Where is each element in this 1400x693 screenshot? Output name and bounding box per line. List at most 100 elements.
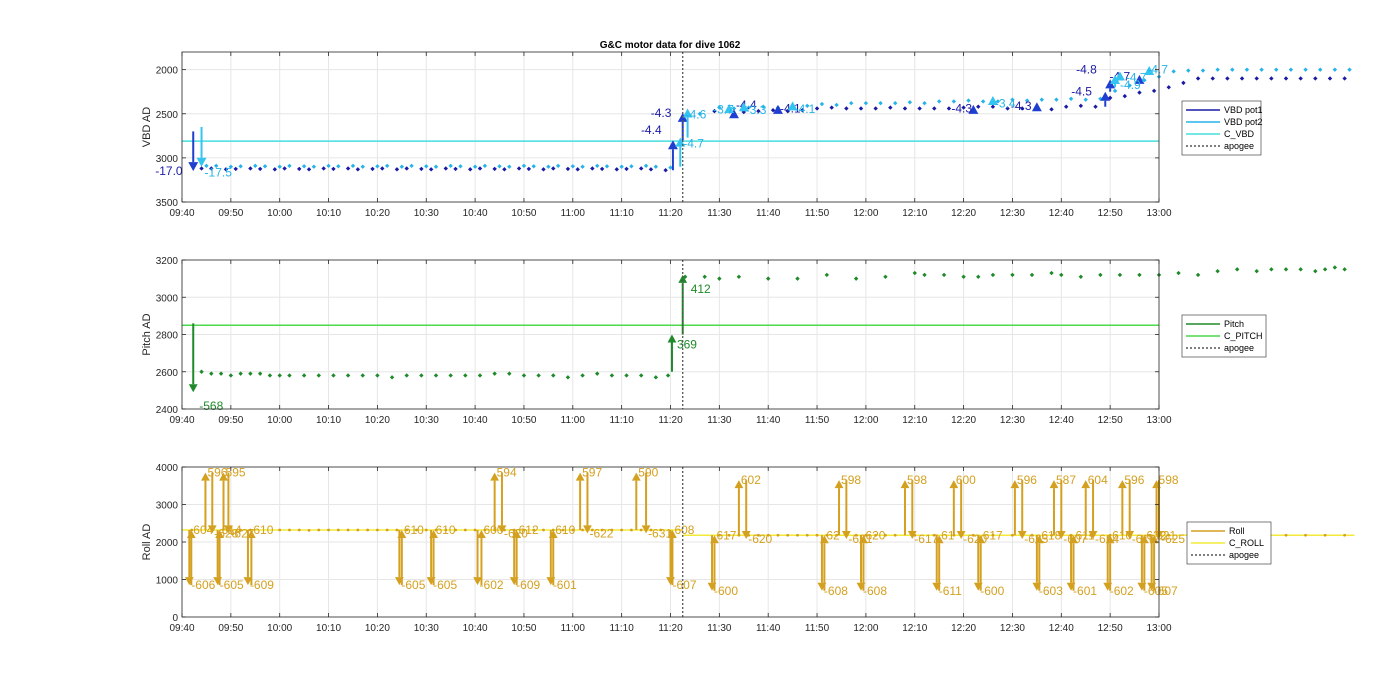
figure-title: G&C motor data for dive 1062 <box>600 40 741 51</box>
vbd-pot2-point <box>922 100 927 106</box>
x-tick-label: 11:30 <box>707 415 732 426</box>
vbd-pot1-point <box>541 167 546 172</box>
vbd-pot2-point <box>629 164 634 169</box>
vbd-pot1-point <box>1313 76 1318 81</box>
arrow-label: 598 <box>841 473 861 487</box>
vbd-pot2-point <box>213 163 219 169</box>
pitch-point <box>492 371 497 376</box>
pitch-point <box>257 371 263 376</box>
arrow-label: -4.3 <box>951 101 972 115</box>
vbd-pot2-point <box>834 102 839 108</box>
legend-label: C_PITCH <box>1224 331 1263 341</box>
arrow-head <box>477 530 486 538</box>
vbd-pot1-point <box>1210 76 1215 81</box>
vbd-pot2-point <box>643 163 649 169</box>
pitch-point <box>1322 267 1328 272</box>
roll-move-arrow: 62 <box>819 528 840 591</box>
arrow-head <box>397 530 407 538</box>
arrow-head <box>1134 74 1145 84</box>
legend-label: C_ROLL <box>1229 538 1264 548</box>
roll-move-arrow: -602 <box>473 530 504 592</box>
x-tick-label: 09:50 <box>218 415 243 426</box>
motor-move-arrow: -4.7 <box>1114 70 1147 84</box>
roll-point <box>600 528 604 532</box>
pitch-point <box>1195 272 1201 278</box>
arrow-label: 594 <box>497 466 517 480</box>
pitch-point <box>1098 272 1103 278</box>
vbd-pot1-point <box>502 167 507 172</box>
arrow-label: -4.5 <box>1071 85 1092 99</box>
vbd-pot1-point <box>199 166 204 171</box>
legend-label: apogee <box>1229 550 1259 560</box>
arrow-head <box>1069 535 1078 544</box>
pitch-point <box>301 373 307 378</box>
x-tick-label: 10:50 <box>511 623 536 634</box>
pitch-point <box>941 272 947 278</box>
pitch-point <box>433 373 439 378</box>
arrow-head <box>1149 535 1159 544</box>
roll-point <box>1011 533 1014 537</box>
roll-move-arrow: 617 <box>710 528 737 591</box>
x-tick-label: 11:30 <box>707 623 732 634</box>
arrow-label: -4.8 <box>1076 62 1097 76</box>
roll-point <box>307 528 311 532</box>
vbd-pot2-point <box>863 100 869 106</box>
pitch-axes: -568 369 412 09:40 09:50 10:00 10:10 10:20 10:30… <box>141 256 1347 426</box>
vbd-pot2-point <box>555 163 561 169</box>
arrow-label: 618 <box>1041 528 1061 542</box>
roll-move-arrow: 610 <box>397 523 424 586</box>
vbd-pot1-point <box>590 166 595 171</box>
roll-point <box>336 528 340 532</box>
x-tick-label: 09:50 <box>218 623 243 634</box>
arrow-head <box>473 577 482 586</box>
motor-move-arrow: -4.3 <box>951 101 979 115</box>
arrow-head <box>1100 91 1111 101</box>
arrow-head <box>949 480 959 489</box>
vbd-pot2-point <box>951 99 957 104</box>
vbd-pot2-point <box>1039 97 1044 102</box>
arrow-label: -600 <box>714 584 738 598</box>
arrow-head <box>668 530 677 538</box>
vbd-pot1-point <box>624 166 629 172</box>
arrow-label: -4.4 <box>641 123 662 137</box>
roll-point <box>424 528 428 532</box>
arrow-head <box>243 577 253 586</box>
y-tick-label: 3200 <box>156 256 179 267</box>
vbd-pot2-point <box>995 99 1000 104</box>
x-tick-label: 11:30 <box>707 208 732 219</box>
x-tick-label: 10:10 <box>316 208 341 219</box>
roll-point <box>874 533 878 537</box>
vbd-pot1-point <box>282 166 287 171</box>
roll-point <box>415 528 418 532</box>
vbd-pot2-point <box>1010 97 1015 102</box>
x-tick-label: 12:20 <box>951 415 976 426</box>
roll-point <box>717 533 721 537</box>
vbd-pot2-point <box>253 163 258 169</box>
vbd-pot1-point <box>272 167 278 172</box>
pitch-point <box>922 272 927 278</box>
vbd-pot1-point <box>961 105 966 110</box>
vbd-pot1-point <box>1195 76 1201 81</box>
roll-point <box>522 528 526 532</box>
arrow-head <box>1105 535 1115 544</box>
roll-move-arrow: 618 <box>1034 528 1062 591</box>
pitch-point <box>1234 267 1240 272</box>
x-tick-label: 10:00 <box>267 208 292 219</box>
vbd-pot2-point <box>1303 67 1308 72</box>
vbd-pot2-point <box>1347 67 1352 72</box>
x-tick-label: 13:00 <box>1146 208 1171 219</box>
roll-point <box>385 528 389 532</box>
arrow-head <box>1010 480 1020 489</box>
vbd-pot1-point <box>888 105 893 110</box>
arrow-label: -4.3 <box>651 106 672 120</box>
motor-move-arrow: -3.4 <box>987 96 1016 111</box>
vbd-pot2-point <box>1332 67 1338 72</box>
vbd-pot2-point <box>204 163 209 169</box>
arrow-head <box>1034 535 1044 544</box>
arrow-head <box>188 162 199 172</box>
arrow-head <box>1114 71 1125 81</box>
pitch-point <box>795 276 800 281</box>
roll-point <box>405 528 409 532</box>
pitch-point <box>1078 274 1084 279</box>
vbd-pot2-point <box>761 104 766 109</box>
